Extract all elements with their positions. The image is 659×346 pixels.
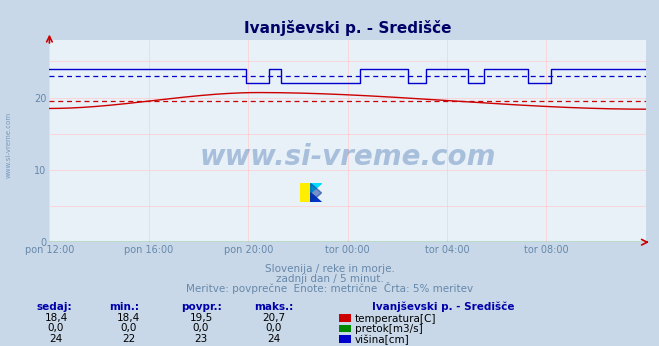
Text: 23: 23: [194, 334, 208, 344]
Text: 20,7: 20,7: [262, 313, 285, 323]
Text: 18,4: 18,4: [117, 313, 140, 323]
Text: 19,5: 19,5: [189, 313, 213, 323]
Text: sedaj:: sedaj:: [36, 302, 72, 312]
Text: 18,4: 18,4: [44, 313, 68, 323]
Polygon shape: [311, 193, 322, 202]
Text: temperatura[C]: temperatura[C]: [355, 314, 436, 324]
Text: www.si-vreme.com: www.si-vreme.com: [200, 143, 496, 171]
Text: maks.:: maks.:: [254, 302, 293, 312]
Text: 0,0: 0,0: [193, 323, 209, 333]
Text: pretok[m3/s]: pretok[m3/s]: [355, 324, 422, 334]
Text: višina[cm]: višina[cm]: [355, 334, 409, 345]
Text: 24: 24: [49, 334, 63, 344]
Text: Ivanjševski p. - Središče: Ivanjševski p. - Središče: [372, 301, 515, 312]
Polygon shape: [311, 183, 322, 193]
Polygon shape: [311, 183, 322, 202]
Text: Slovenija / reke in morje.: Slovenija / reke in morje.: [264, 264, 395, 274]
Text: 0,0: 0,0: [48, 323, 64, 333]
Text: Meritve: povprečne  Enote: metrične  Črta: 5% meritev: Meritve: povprečne Enote: metrične Črta:…: [186, 282, 473, 294]
Text: min.:: min.:: [109, 302, 139, 312]
Text: 24: 24: [267, 334, 280, 344]
Text: 0,0: 0,0: [121, 323, 136, 333]
Text: zadnji dan / 5 minut.: zadnji dan / 5 minut.: [275, 274, 384, 284]
Title: Ivanjševski p. - Središče: Ivanjševski p. - Središče: [244, 20, 451, 36]
Text: 0,0: 0,0: [266, 323, 281, 333]
Polygon shape: [300, 183, 311, 202]
Text: www.si-vreme.com: www.si-vreme.com: [5, 112, 12, 179]
Text: povpr.:: povpr.:: [181, 302, 222, 312]
Text: 22: 22: [122, 334, 135, 344]
